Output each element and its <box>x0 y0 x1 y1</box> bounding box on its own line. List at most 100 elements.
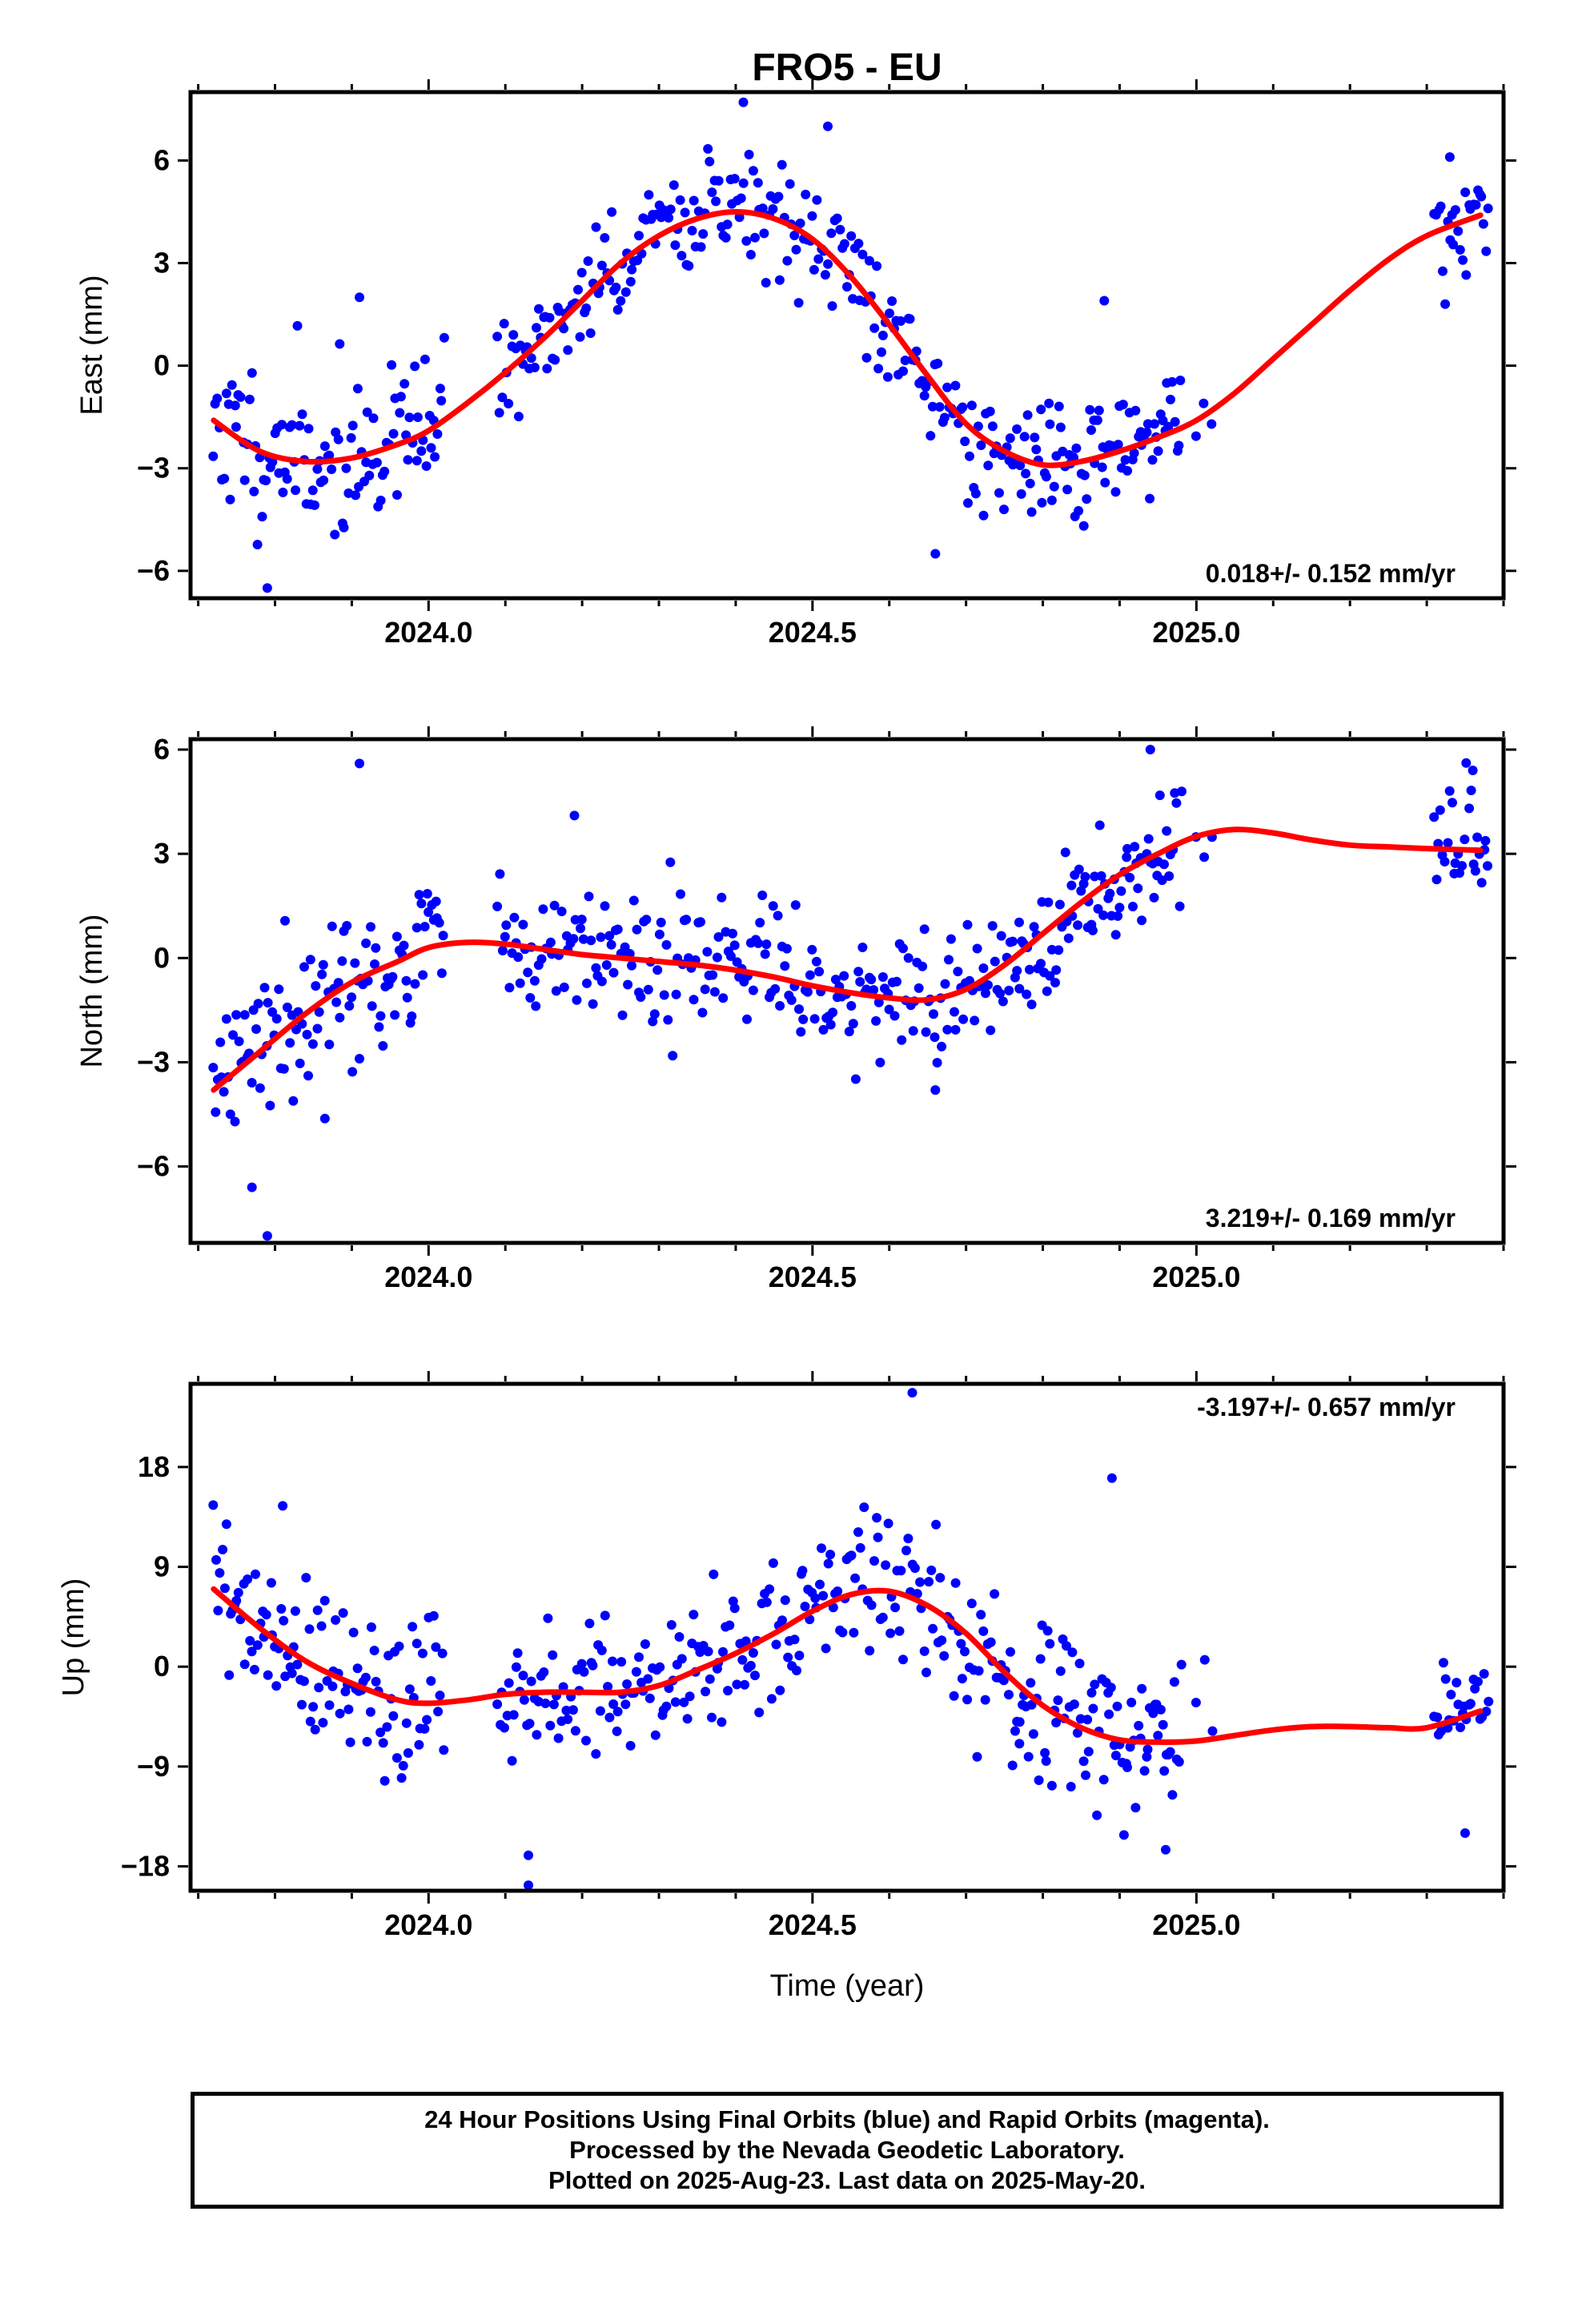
data-point <box>761 278 771 287</box>
data-point <box>634 231 644 241</box>
data-point <box>388 1711 399 1721</box>
data-point <box>513 952 524 963</box>
data-point <box>663 1015 673 1025</box>
data-point <box>622 1679 632 1689</box>
data-point <box>1171 798 1182 808</box>
data-point <box>833 1586 843 1596</box>
data-point <box>981 988 990 999</box>
data-point <box>422 1715 432 1725</box>
data-point <box>279 1615 289 1626</box>
data-point <box>308 1702 319 1712</box>
plot-frame <box>188 90 1506 601</box>
data-point <box>247 368 257 378</box>
data-point <box>881 1560 891 1570</box>
data-point <box>768 204 778 214</box>
data-point <box>1074 1659 1085 1669</box>
data-point <box>768 1558 778 1568</box>
data-point <box>718 993 729 1003</box>
data-point <box>1207 1726 1218 1736</box>
data-point <box>1483 861 1492 871</box>
data-point <box>1113 440 1123 450</box>
data-point <box>1045 971 1055 981</box>
data-point <box>417 1648 428 1659</box>
axis-ticks <box>178 79 1516 611</box>
data-point <box>800 1602 810 1611</box>
data-point <box>361 938 371 948</box>
data-point <box>1174 440 1184 451</box>
data-point <box>805 970 815 980</box>
data-point <box>865 1646 875 1656</box>
data-point <box>1167 1790 1178 1800</box>
x-tick-label: 2024.5 <box>769 1261 857 1293</box>
data-point <box>225 1109 235 1120</box>
data-point <box>986 1025 996 1035</box>
data-point <box>1457 861 1468 871</box>
data-point <box>1177 786 1186 797</box>
data-point <box>1155 1704 1166 1715</box>
data-point <box>1074 505 1084 516</box>
data-point <box>1478 219 1488 229</box>
data-point <box>568 934 579 944</box>
data-point <box>732 957 742 967</box>
data-point <box>1480 835 1491 846</box>
data-point <box>741 235 752 246</box>
data-point <box>416 899 427 909</box>
final-orbit-points <box>208 745 1492 1241</box>
data-point <box>543 1613 553 1623</box>
data-point <box>608 1656 617 1667</box>
data-point <box>316 1621 327 1631</box>
data-point <box>1464 803 1475 814</box>
data-point <box>850 1074 861 1084</box>
data-point <box>1149 892 1159 903</box>
plot-frame <box>188 737 1506 1245</box>
data-point <box>783 1652 793 1663</box>
data-point <box>302 1029 312 1039</box>
data-point <box>760 949 770 959</box>
data-point <box>312 1023 323 1034</box>
data-point <box>1461 758 1472 768</box>
model-fit-curve <box>211 209 1484 468</box>
data-point <box>568 1705 578 1715</box>
data-point <box>785 179 795 189</box>
data-point <box>1433 838 1443 849</box>
data-point <box>412 412 423 422</box>
data-point <box>1035 1654 1046 1664</box>
data-point <box>600 901 610 911</box>
data-point <box>371 457 382 468</box>
data-point <box>877 1612 888 1622</box>
data-point <box>970 489 981 499</box>
data-point <box>1479 1669 1489 1679</box>
data-point <box>379 1775 390 1786</box>
y-tick-label: 0 <box>154 941 170 974</box>
data-point <box>958 1014 969 1024</box>
data-point <box>669 180 679 191</box>
data-point <box>1448 239 1459 250</box>
data-point <box>1153 1731 1163 1741</box>
data-point <box>873 364 884 374</box>
data-point <box>1050 978 1060 987</box>
data-point <box>563 345 573 356</box>
data-point <box>379 466 390 476</box>
data-point <box>750 1671 760 1681</box>
data-point <box>536 954 547 964</box>
data-point <box>950 380 961 391</box>
data-point <box>696 917 705 927</box>
data-point <box>492 901 503 911</box>
data-point <box>908 1026 918 1036</box>
data-point <box>684 261 694 271</box>
data-point <box>1051 1718 1062 1727</box>
data-point <box>654 929 665 939</box>
data-point <box>818 1024 829 1035</box>
data-point <box>1098 1775 1109 1785</box>
data-point <box>438 931 448 941</box>
data-point <box>846 1001 857 1011</box>
data-point <box>956 1638 966 1649</box>
data-point <box>310 1724 320 1735</box>
velocity-rate-label: 0.018+/- 0.152 mm/yr <box>1206 559 1456 588</box>
data-point <box>685 1691 695 1702</box>
data-point <box>265 1100 275 1111</box>
data-point <box>327 464 337 474</box>
data-point <box>815 1579 825 1590</box>
data-point <box>869 985 879 995</box>
data-point <box>786 995 797 1005</box>
